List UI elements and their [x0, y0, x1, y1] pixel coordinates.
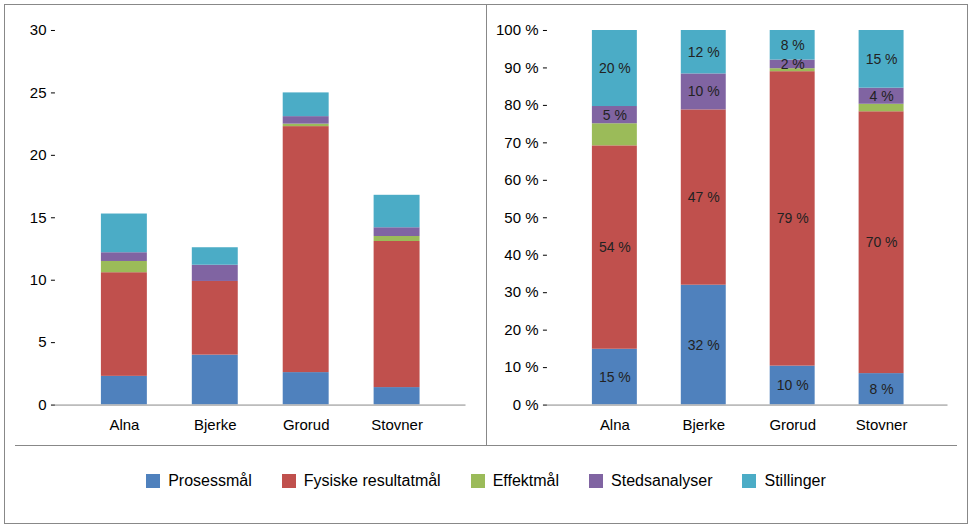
svg-text:4 %: 4 % — [869, 88, 893, 104]
svg-text:15 %: 15 % — [598, 369, 630, 385]
svg-text:20 %: 20 % — [598, 60, 630, 76]
svg-text:12 %: 12 % — [687, 44, 719, 60]
svg-text:Bjerke: Bjerke — [194, 416, 236, 433]
svg-text:10 %: 10 % — [776, 377, 808, 393]
svg-text:Stovner: Stovner — [371, 416, 423, 433]
svg-text:5: 5 — [38, 333, 46, 350]
svg-text:100 %: 100 % — [495, 21, 537, 38]
html-text:Stedsanalyser: Stedsanalyser — [611, 472, 713, 489]
svg-text:40 %: 40 % — [504, 246, 538, 263]
svg-text:50 %: 50 % — [504, 209, 538, 226]
svg-text:30 %: 30 % — [504, 283, 538, 300]
svg-text:Grorud: Grorud — [283, 416, 330, 433]
svg-text:Alna: Alna — [599, 416, 630, 433]
svg-text:47 %: 47 % — [687, 189, 719, 205]
html-text:Fysiske resultatmål: Fysiske resultatmål — [303, 472, 441, 489]
svg-text:15: 15 — [30, 209, 47, 226]
svg-text:90 %: 90 % — [504, 59, 538, 76]
svg-text:20: 20 — [30, 146, 47, 163]
svg-text:70 %: 70 % — [865, 234, 897, 250]
svg-text:32 %: 32 % — [687, 337, 719, 353]
svg-text:10 %: 10 % — [687, 83, 719, 99]
svg-text:54 %: 54 % — [598, 239, 630, 255]
svg-text:0: 0 — [38, 396, 46, 413]
svg-text:2 %: 2 % — [780, 56, 804, 72]
svg-text:15 %: 15 % — [865, 51, 897, 67]
svg-text:Stovner: Stovner — [855, 416, 907, 433]
svg-text:5 %: 5 % — [602, 107, 626, 123]
svg-text:80 %: 80 % — [504, 96, 538, 113]
svg-text:0 %: 0 % — [512, 396, 538, 413]
svg-text:10: 10 — [30, 271, 47, 288]
svg-text:Grorud: Grorud — [769, 416, 816, 433]
svg-text:79 %: 79 % — [776, 210, 808, 226]
html-text:Stillinger: Stillinger — [764, 472, 826, 489]
svg-text:25: 25 — [30, 84, 47, 101]
svg-text:Bjerke: Bjerke — [682, 416, 724, 433]
svg-text:Alna: Alna — [109, 416, 140, 433]
svg-text:60 %: 60 % — [504, 171, 538, 188]
svg-text:8 %: 8 % — [780, 37, 804, 53]
svg-text:8 %: 8 % — [869, 381, 893, 397]
svg-text:20 %: 20 % — [504, 321, 538, 338]
svg-text:10 %: 10 % — [504, 358, 538, 375]
svg-text:70 %: 70 % — [504, 134, 538, 151]
html-text:Prosessmål: Prosessmål — [168, 472, 252, 489]
svg-text:30: 30 — [30, 21, 47, 38]
html-text:Effektmål: Effektmål — [492, 472, 560, 489]
